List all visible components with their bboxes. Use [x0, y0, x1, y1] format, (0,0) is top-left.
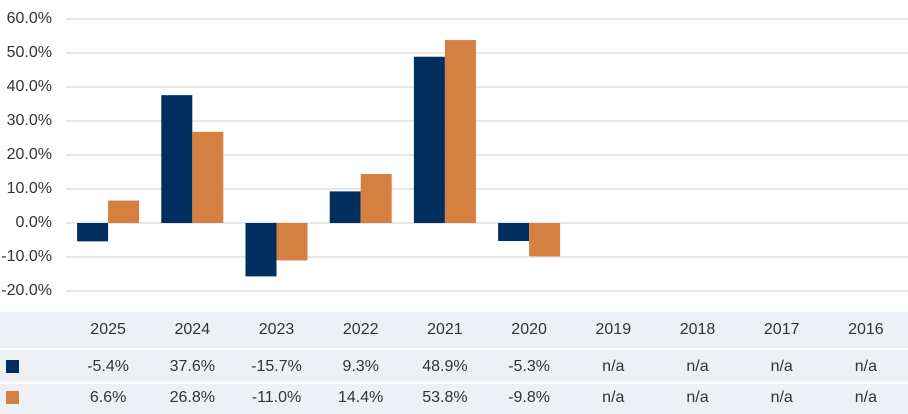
- table-value: 9.3%: [342, 358, 378, 375]
- bar: [276, 223, 308, 261]
- table-value: n/a: [602, 389, 624, 406]
- y-tick-label: 50.0%: [7, 44, 52, 61]
- x-tick-label: 2023: [259, 321, 295, 338]
- bar: [329, 191, 361, 223]
- table-value: -15.7%: [251, 358, 302, 375]
- table-value: n/a: [771, 389, 793, 406]
- table-value: 14.4%: [338, 389, 383, 406]
- legend-swatch: [6, 391, 19, 404]
- x-tick-label: 2019: [596, 321, 632, 338]
- bar: [413, 56, 445, 223]
- table-value: -5.4%: [87, 358, 129, 375]
- y-tick-label: 10.0%: [7, 180, 52, 197]
- legend-swatch: [6, 360, 19, 373]
- table-value: -11.0%: [252, 389, 302, 406]
- bar: [360, 174, 392, 223]
- table-value: 37.6%: [170, 358, 215, 375]
- y-tick-label: 30.0%: [7, 112, 52, 129]
- bar: [108, 200, 140, 223]
- table-value: -9.8%: [508, 389, 550, 406]
- table-value: 6.6%: [90, 389, 126, 406]
- x-tick-label: 2018: [680, 321, 716, 338]
- bar: [161, 95, 193, 223]
- y-tick-label: 20.0%: [7, 146, 52, 163]
- table-value: n/a: [686, 358, 708, 375]
- bar: [77, 223, 109, 242]
- x-tick-label: 2022: [343, 321, 379, 338]
- y-tick-label: -20.0%: [1, 282, 52, 299]
- table-value: 48.9%: [422, 358, 467, 375]
- y-tick-label: 60.0%: [7, 10, 52, 27]
- x-tick-label: 2021: [427, 321, 463, 338]
- table-value: 53.8%: [422, 389, 467, 406]
- table-value: n/a: [686, 389, 708, 406]
- x-tick-label: 2016: [848, 321, 884, 338]
- y-tick-label: -10.0%: [1, 248, 52, 265]
- bar: [529, 223, 561, 257]
- x-tick-label: 2017: [764, 321, 800, 338]
- bar: [498, 223, 530, 242]
- x-tick-label: 2020: [511, 321, 547, 338]
- table-value: 26.8%: [170, 389, 215, 406]
- bar: [192, 131, 224, 223]
- table-value: n/a: [855, 389, 877, 406]
- table-value: n/a: [771, 358, 793, 375]
- x-tick-label: 2025: [90, 321, 126, 338]
- table-value: -5.3%: [508, 358, 550, 375]
- y-tick-label: 40.0%: [7, 78, 52, 95]
- table-value: n/a: [602, 358, 624, 375]
- table-background: [0, 312, 908, 414]
- y-tick-label: 0.0%: [16, 214, 52, 231]
- table-value: n/a: [855, 358, 877, 375]
- x-tick-label: 2024: [175, 321, 211, 338]
- bar: [444, 40, 476, 223]
- bar: [245, 223, 277, 277]
